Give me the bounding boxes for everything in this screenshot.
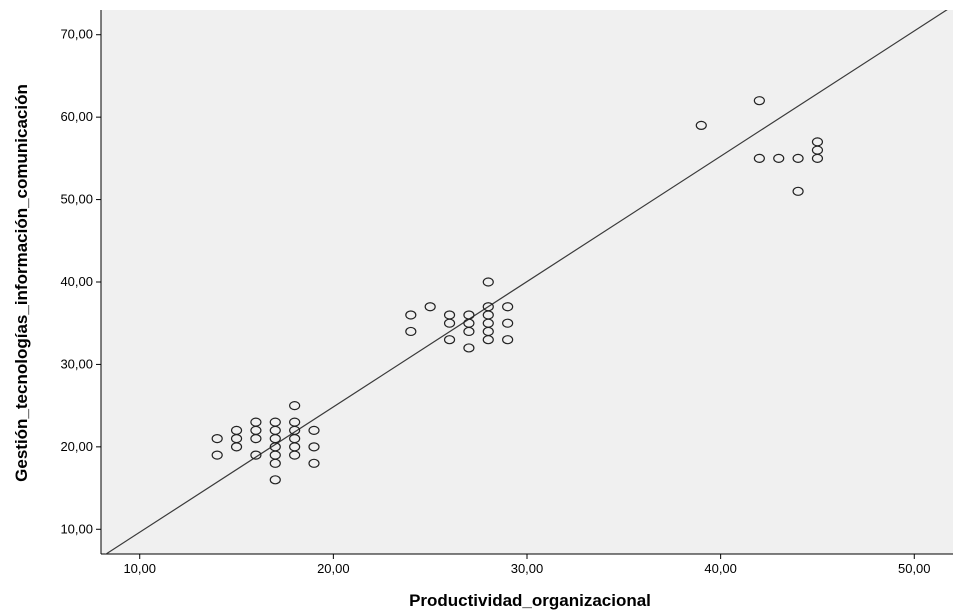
data-point [211,434,223,444]
data-point [811,153,824,163]
data-point [463,326,475,337]
axes: 10,00 20,00 30,00 40,00 50,00 10,00 20,00 30,00… [60,10,953,576]
data-point [753,96,765,106]
data-point [443,335,456,345]
data-point [502,302,514,312]
data-point [792,153,804,163]
regression-line [104,10,948,554]
y-axis-title: Gestión_tecnologías_información_comunica… [12,84,31,482]
data-point [269,475,281,485]
x-tick-label: 30,00 [511,561,544,576]
y-tick-label: 30,00 [60,356,93,371]
data-point [424,302,436,312]
data-point [405,310,417,320]
data-point [753,153,765,163]
data-point [695,120,707,130]
data-point [289,450,301,460]
data-point [502,335,514,345]
y-tick-label: 60,00 [60,109,93,124]
data-point [792,186,804,196]
data-point [250,434,262,444]
data-point [482,277,494,287]
y-tick-label: 20,00 [60,439,93,454]
y-tick-label: 50,00 [60,192,93,207]
x-tick-label: 10,00 [123,561,156,576]
x-tick-label: 20,00 [317,561,350,576]
data-point [230,442,243,452]
data-point [289,401,301,411]
x-tick-label: 40,00 [704,561,737,576]
x-axis-title: Productividad_organizacional [409,591,651,610]
y-tick-label: 70,00 [60,27,93,42]
data-point [269,458,281,468]
x-tick-label: 50,00 [898,561,931,576]
y-tick-label: 40,00 [60,274,93,289]
y-tick-label: 10,00 [60,521,93,536]
data-point [308,442,320,452]
data-point [443,318,456,328]
data-point [308,425,320,435]
data-point [502,318,514,328]
data-point [773,153,785,163]
data-points [211,96,824,485]
data-point [250,450,262,460]
fit-line-layer [104,10,948,554]
data-point [482,335,494,345]
data-point [405,326,417,337]
data-point [308,458,320,468]
data-point [463,343,475,353]
data-point [211,450,223,460]
